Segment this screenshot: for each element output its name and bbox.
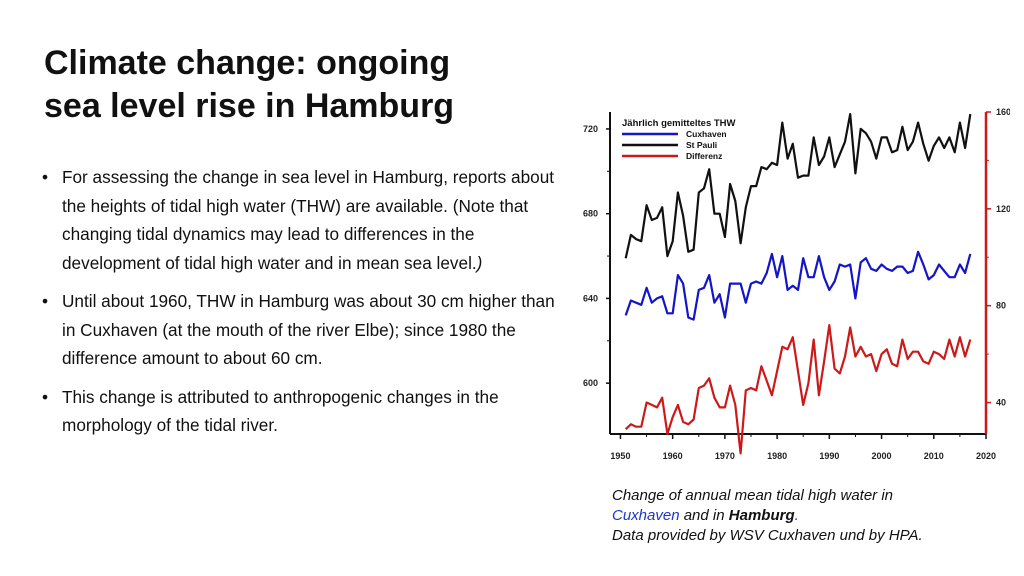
legend-label: Differenz (686, 151, 722, 161)
bullet-text-3: This change is attributed to anthropogen… (62, 386, 499, 436)
slide-title-line-1: Climate change: ongoing (44, 44, 451, 82)
series-line-st-pauli (624, 113, 972, 259)
caption-line-3: Data provided by WSV Cuxhaven und by HPA… (612, 527, 923, 544)
bullet-paren-close: ) (476, 252, 483, 273)
bullet-dot: • (42, 167, 49, 187)
x-tick-label: 2020 (976, 451, 996, 461)
slide-title-line-2: sea level rise in Hamburg (44, 87, 455, 125)
bullet-dot: • (42, 291, 49, 311)
left-tick-label: 680 (583, 209, 598, 219)
caption-and-in: and in (679, 507, 729, 524)
bullet-item-2: • Until about 1960, THW in Hamburg was a… (42, 287, 572, 373)
legend-label: Cuxhaven (686, 129, 727, 139)
right-tick-label: 160 (996, 107, 1010, 117)
left-tick-label: 720 (583, 124, 598, 134)
caption-line-1: Change of annual mean tidal high water i… (612, 487, 894, 504)
x-tick-label: 1970 (715, 451, 735, 461)
left-tick-label: 600 (583, 378, 598, 388)
caption-period: . (794, 507, 799, 524)
bullet-text-2: Until about 1960, THW in Hamburg was abo… (62, 291, 555, 368)
legend-label: St Pauli (686, 140, 717, 150)
series-layer (624, 113, 972, 455)
x-tick-label: 2010 (924, 451, 944, 461)
x-tick-label: 1950 (610, 451, 630, 461)
right-tick-label: 80 (996, 301, 1006, 311)
slide-title: Climate change: ongoing sea level rise i… (44, 42, 564, 128)
thw-chart: 600 640 680 720 40 80 120 160 1950 1960 1970 1980 19… (570, 104, 1010, 474)
left-tick-label: 640 (583, 293, 598, 303)
bullet-item-3: • This change is attributed to anthropog… (42, 383, 572, 440)
x-tick-label: 1980 (767, 451, 787, 461)
thw-chart-svg: 600 640 680 720 40 80 120 160 1950 1960 1970 1980 19… (583, 107, 1010, 461)
bullet-dot: • (42, 386, 49, 407)
x-tick-label: 2000 (872, 451, 892, 461)
right-tick-label: 40 (996, 398, 1006, 408)
caption-cuxhaven: Cuxhaven (612, 507, 680, 524)
bullet-text-1: For assessing the change in sea level in… (62, 167, 555, 273)
bullet-item-1: • For assessing the change in sea level … (42, 163, 572, 277)
legend-title: Jährlich gemitteltes THW (622, 118, 736, 129)
bullet-list: • For assessing the change in sea level … (42, 163, 572, 450)
figure-caption: Change of annual mean tidal high water i… (612, 486, 1012, 546)
right-tick-label: 120 (996, 204, 1010, 214)
x-tick-label: 1960 (663, 451, 683, 461)
axes-layer: 600 640 680 720 40 80 120 160 1950 1960 1970 1980 19… (583, 107, 1010, 461)
x-tick-label: 1990 (819, 451, 839, 461)
caption-line-2: Cuxhaven and in Hamburg. (612, 506, 1012, 526)
caption-hamburg: Hamburg (728, 507, 795, 524)
series-line-differenz (624, 324, 972, 455)
series-line-cuxhaven (624, 250, 972, 321)
